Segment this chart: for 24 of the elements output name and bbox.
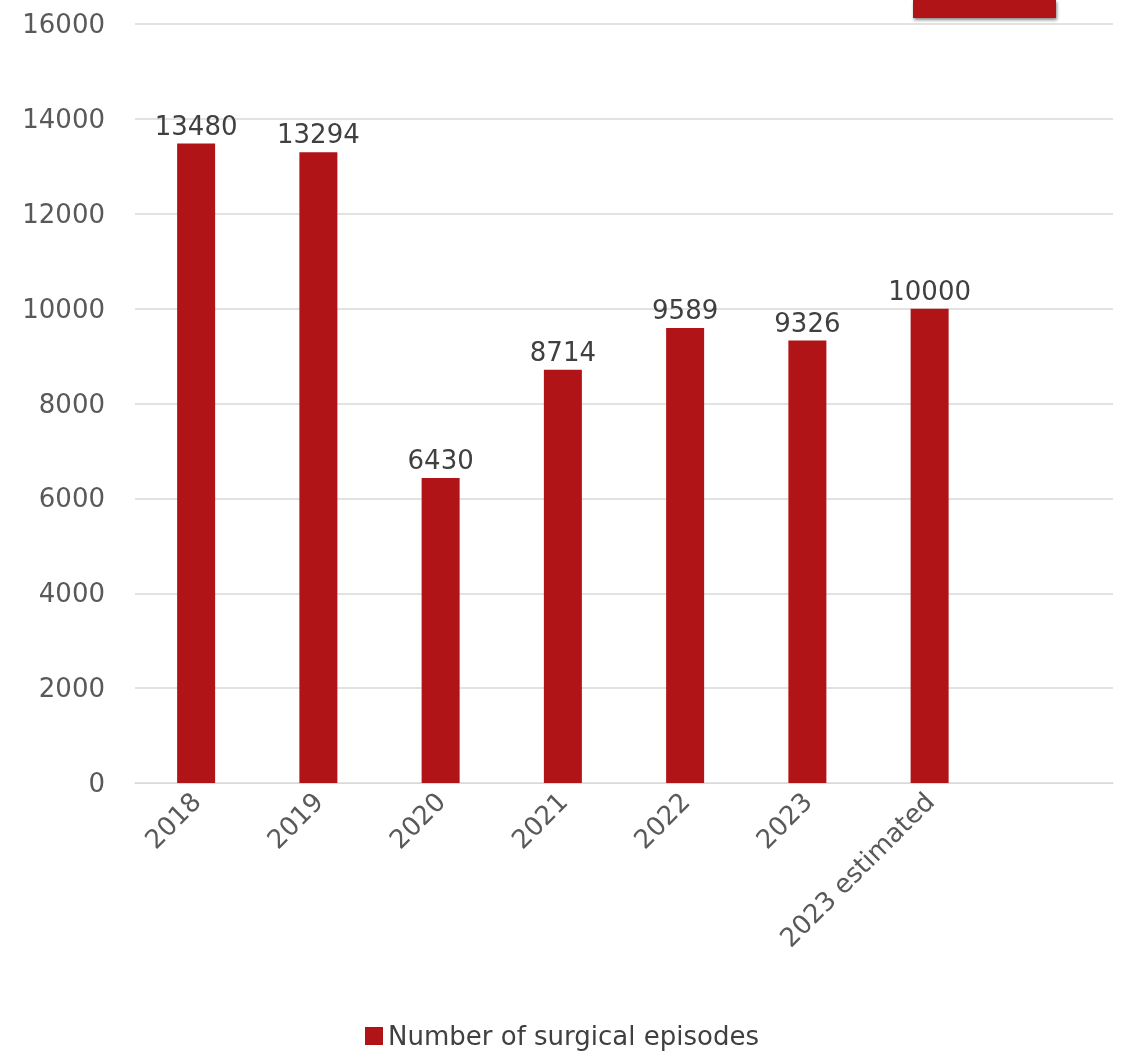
bar: [788, 340, 827, 783]
bar: [299, 152, 338, 783]
data-label: 10000: [888, 275, 971, 306]
bar: [910, 308, 949, 783]
y-tick-label: 10000: [22, 293, 105, 324]
y-tick-label: 12000: [22, 198, 105, 229]
data-label: 9326: [774, 307, 841, 338]
y-tick-label: 2000: [38, 673, 105, 704]
bar: [421, 477, 460, 783]
y-tick-label: 0: [88, 768, 105, 798]
legend-label: Number of surgical episodes: [388, 1021, 759, 1051]
y-tick-label: 16000: [22, 9, 105, 39]
bar: [666, 328, 705, 783]
data-label: 9589: [652, 295, 719, 326]
y-tick-label: 6000: [38, 483, 105, 514]
y-tick-label: 4000: [38, 578, 105, 609]
y-tick-label: 8000: [38, 388, 105, 419]
data-label: 6430: [407, 444, 474, 475]
bar: [177, 143, 216, 783]
data-label: 13480: [154, 110, 238, 141]
data-label: 8714: [529, 336, 596, 367]
y-tick-label: 14000: [22, 103, 105, 134]
data-label: 13294: [277, 119, 360, 150]
bar: [543, 369, 582, 783]
